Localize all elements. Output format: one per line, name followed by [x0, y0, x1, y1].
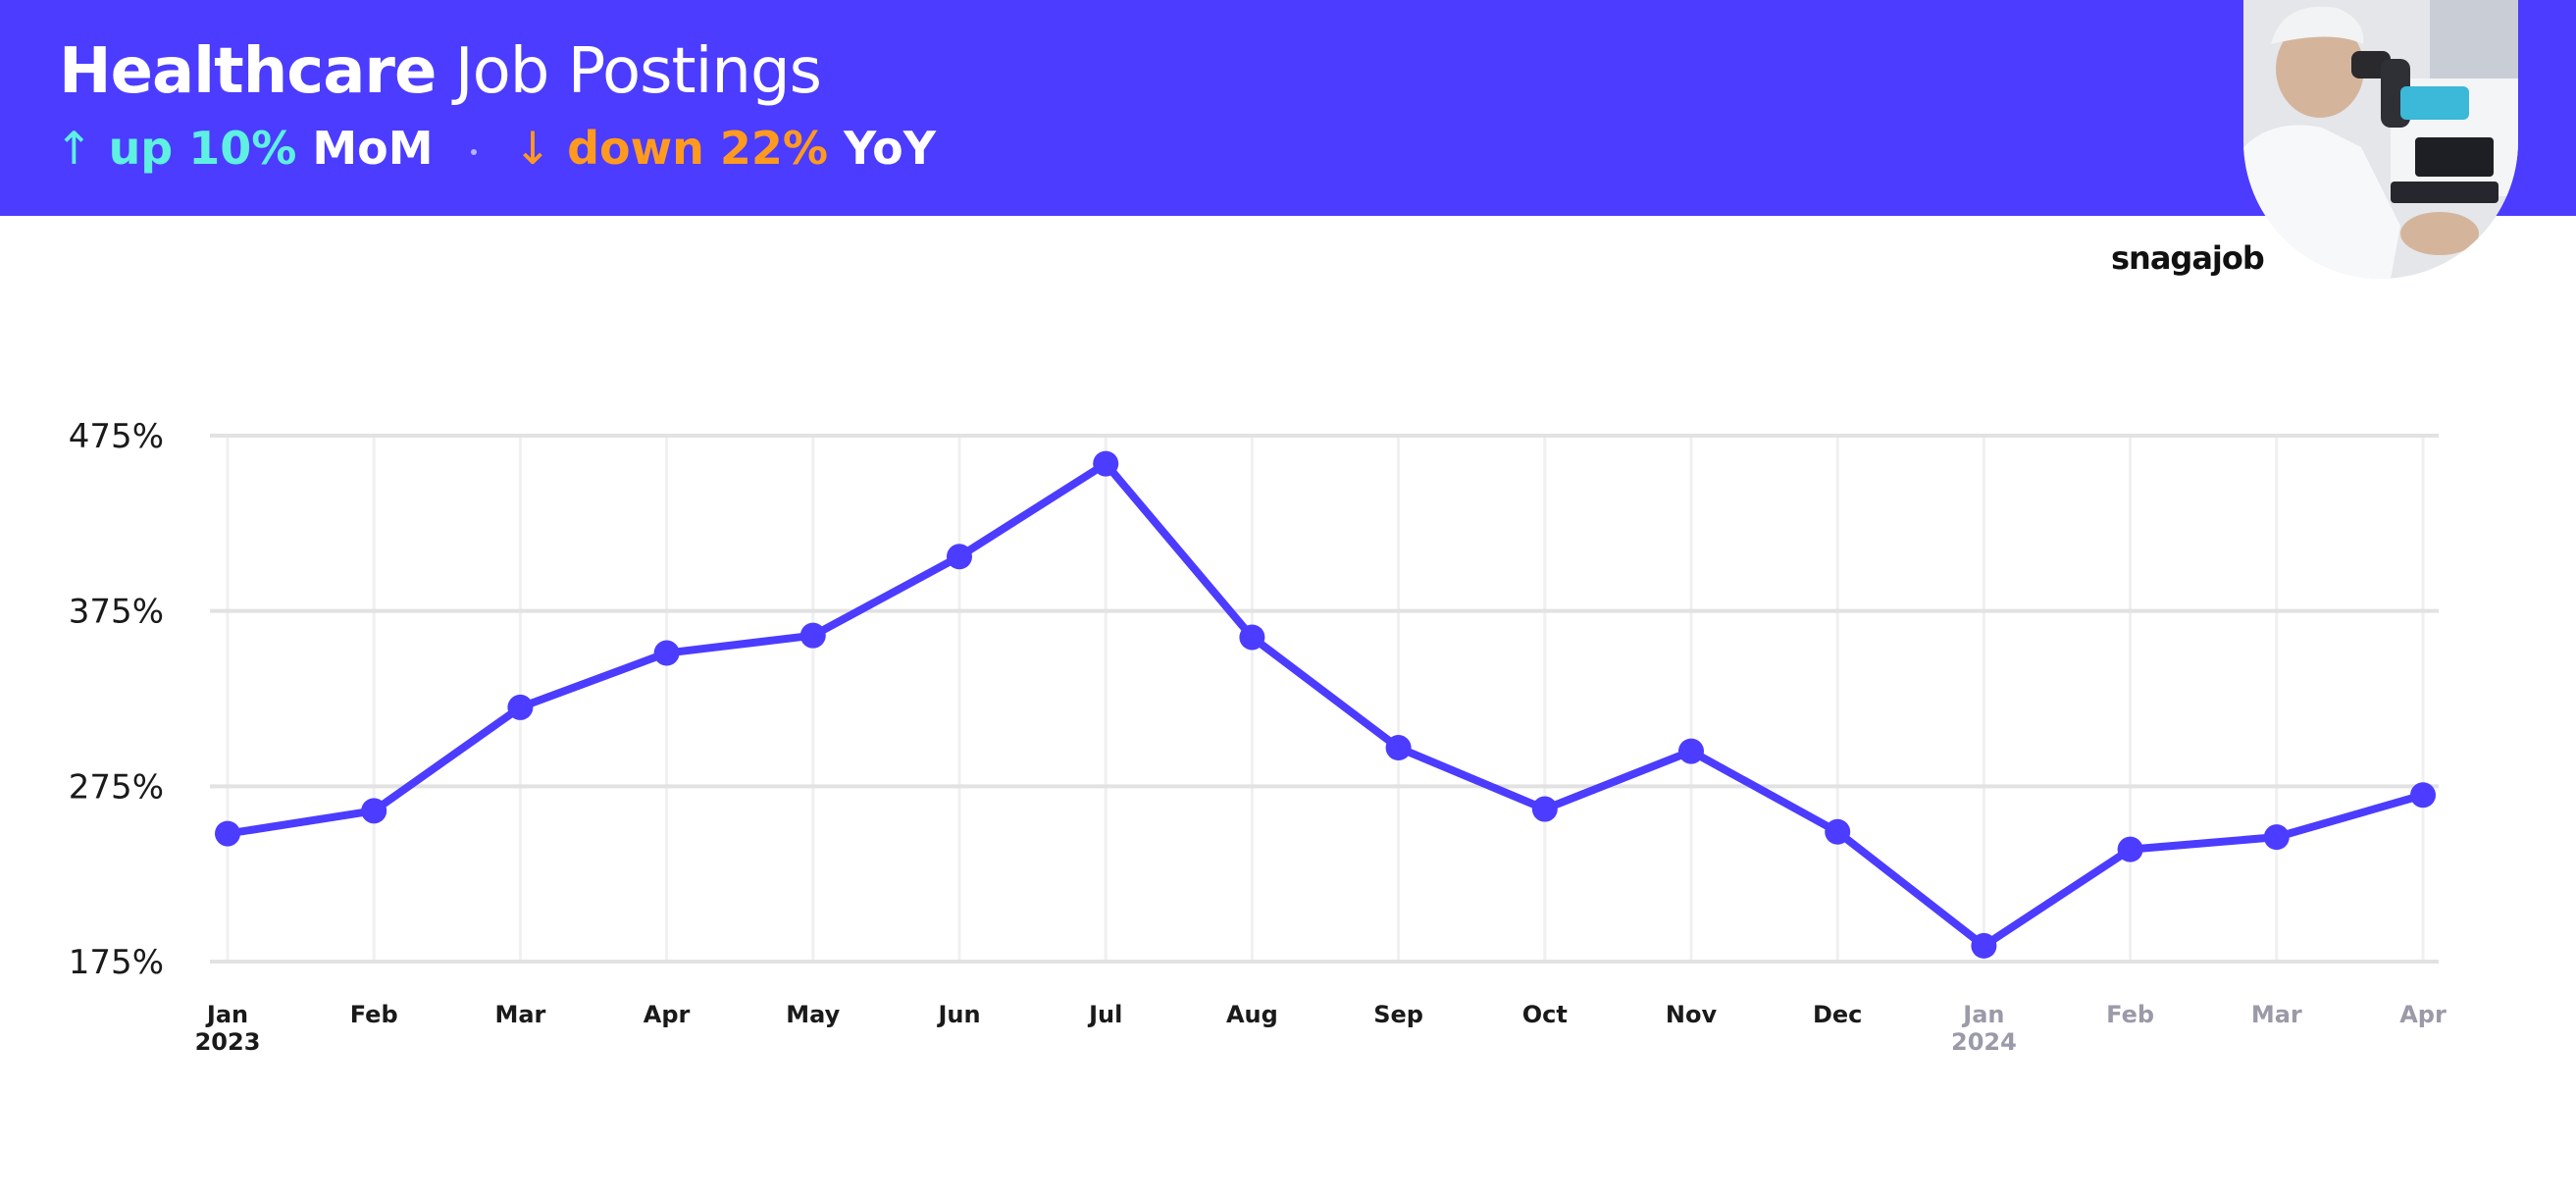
x-tick-label: Feb	[2106, 1001, 2154, 1028]
arrow-down-icon: ↓	[513, 122, 552, 175]
data-point	[1971, 932, 1997, 959]
series-line	[224, 459, 2427, 950]
page-title: Healthcare Job Postings	[59, 35, 822, 108]
data-point	[653, 640, 680, 666]
yoy-label: YoY	[844, 122, 937, 175]
separator-dot	[470, 148, 477, 155]
data-point	[2117, 836, 2143, 862]
x-tick-label: Aug	[1226, 1001, 1278, 1028]
data-point	[1093, 450, 1119, 477]
x-tick-label: Jul	[1087, 1001, 1122, 1028]
x-tick-label: Apr	[644, 1001, 691, 1028]
trend-summary: ↑ up 10% MoM ↓ down 22% YoY	[55, 122, 936, 175]
data-point	[361, 798, 387, 824]
title-rest: Job Postings	[436, 35, 822, 108]
data-point	[947, 544, 972, 570]
data-point	[215, 820, 240, 847]
data-point	[2263, 824, 2290, 851]
data-point	[1385, 735, 1412, 761]
x-tick-label: Nov	[1666, 1001, 1718, 1028]
x-year-label: 2023	[195, 1028, 261, 1056]
arrow-up-icon: ↑	[55, 122, 93, 175]
mom-label: MoM	[312, 122, 434, 175]
microscope-photo-illustration	[2243, 0, 2518, 279]
y-tick-label: 175%	[69, 943, 164, 982]
data-point	[1825, 818, 1851, 845]
x-tick-label: Mar	[2251, 1001, 2302, 1028]
mom-change: up 10%	[108, 122, 297, 175]
x-tick-label: Mar	[494, 1001, 545, 1028]
x-year-label: 2024	[1951, 1028, 2017, 1056]
data-point	[1239, 624, 1265, 651]
x-tick-label: Sep	[1373, 1001, 1423, 1028]
x-tick-label: Jan	[205, 1001, 248, 1028]
y-tick-label: 275%	[69, 767, 164, 807]
data-point	[1531, 796, 1558, 822]
x-tick-label: Jun	[936, 1001, 980, 1028]
data-point	[2410, 782, 2436, 809]
data-point	[799, 622, 826, 649]
data-point	[507, 694, 534, 720]
snagajob-logo: snagajob	[2111, 239, 2265, 277]
x-tick-label: Oct	[1522, 1001, 1568, 1028]
x-tick-label: Jan	[1961, 1001, 2004, 1028]
title-bold: Healthcare	[59, 35, 437, 108]
y-tick-label: 375%	[69, 593, 164, 632]
x-tick-label: Apr	[2399, 1001, 2447, 1028]
x-tick-label: Dec	[1813, 1001, 1862, 1028]
header-banner: Healthcare Job Postings ↑ up 10% MoM ↓ d…	[0, 0, 2576, 216]
data-point	[1678, 738, 1704, 764]
lab-technician-photo	[2243, 0, 2518, 279]
yoy-change: down 22%	[567, 122, 829, 175]
y-tick-label: 475%	[69, 417, 164, 456]
x-tick-label: May	[786, 1001, 840, 1028]
x-tick-label: Feb	[350, 1001, 398, 1028]
